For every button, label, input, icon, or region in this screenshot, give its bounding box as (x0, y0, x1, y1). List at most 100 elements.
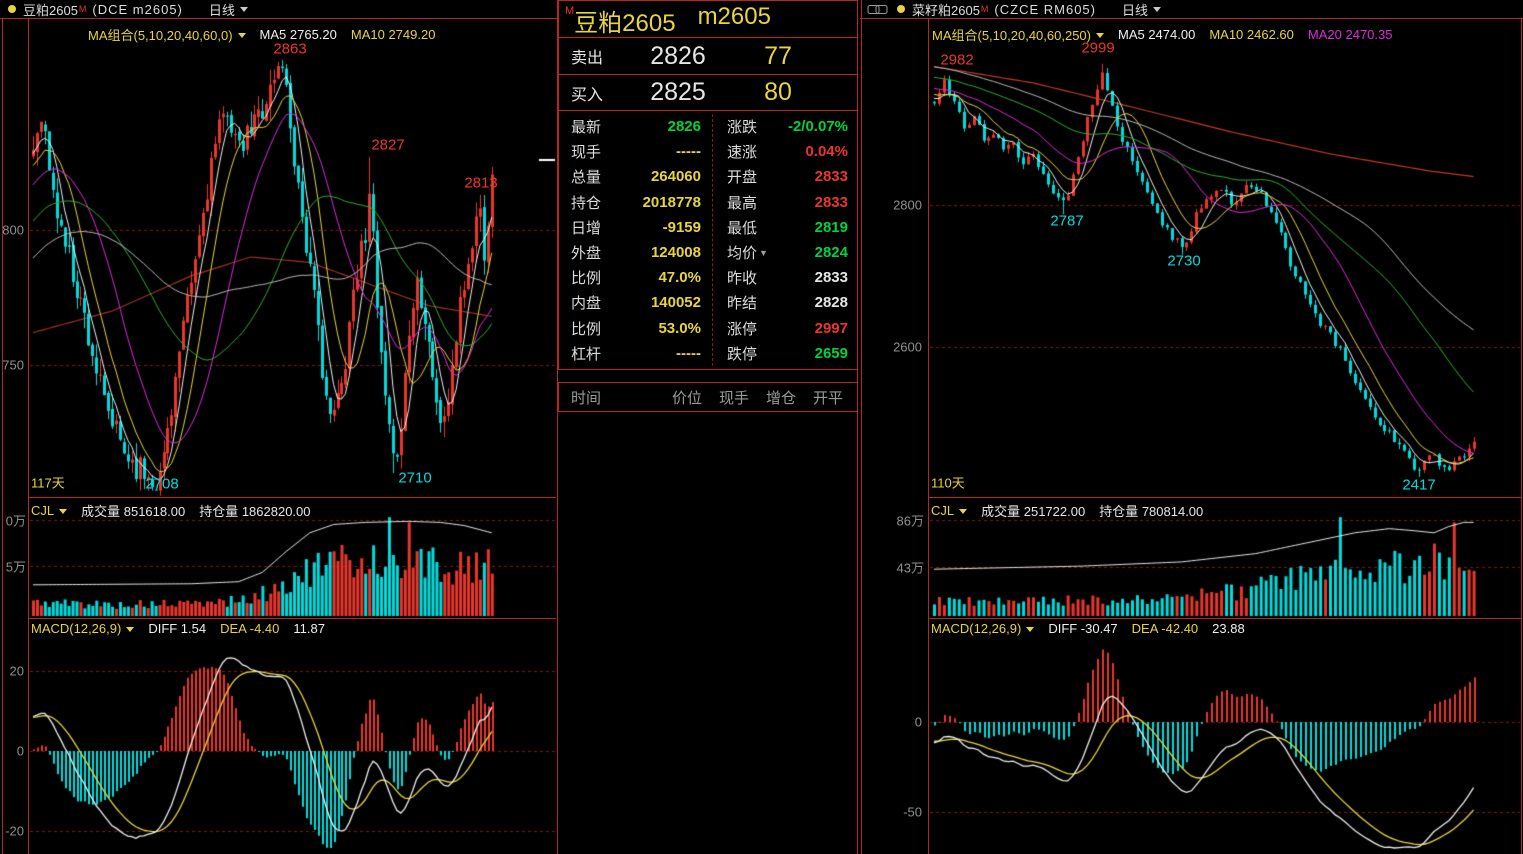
right-ma-row: MA组合(5,10,20,40,60,250) MA5 2474.00 MA10… (932, 25, 1392, 44)
left-volume-header: CJL 成交量 851618.00 持仓量 1862820.00 (31, 501, 311, 520)
open-interest-value: 持仓量 1862820.00 (199, 504, 311, 519)
quote-row: 总量 264060 开盘 2833 (571, 168, 848, 187)
axis-label: 20 (9, 663, 24, 679)
bid-label: 买入 (571, 86, 604, 104)
quote-title: M 豆粕2605 m2605 (558, 0, 858, 38)
tick-col-open-close: 开平 (812, 389, 843, 407)
ma-settings[interactable]: MA组合(5,10,20,40,60,0) (88, 28, 233, 43)
divider (2, 18, 3, 854)
indicator-selector[interactable]: CJL (931, 503, 955, 518)
axis-label: 86万 (896, 513, 924, 529)
chart-annotation: 2730 (1167, 252, 1201, 270)
ask-quantity: 77 (764, 41, 792, 70)
chart-annotation: 117天 (31, 475, 65, 491)
divider (928, 18, 929, 854)
macd-value: 23.88 (1212, 621, 1245, 636)
axis-label: 43万 (896, 560, 924, 576)
divider (557, 0, 558, 854)
right-chart-header: 菜籽粕2605 M (CZCE RM605) 日线 (862, 0, 1522, 18)
axis-label: -20 (5, 823, 24, 839)
macd-diff: DIFF -30.47 (1048, 621, 1118, 636)
chart-annotation: 2982 (940, 51, 974, 69)
chart-annotation: 2710 (398, 469, 432, 487)
left-chart-header: 豆粕2605 M (DCE m2605) 日线 (0, 0, 556, 18)
quote-row: 比例 53.0% 涨停 2997 (571, 319, 848, 338)
divider (860, 18, 1523, 19)
indicator-selector[interactable]: MACD(12,26,9) (931, 621, 1022, 636)
chevron-down-icon[interactable] (959, 508, 968, 518)
bid-row[interactable]: 买入 2825 80 (558, 74, 858, 111)
ma-settings[interactable]: MA组合(5,10,20,40,60,250) (932, 28, 1091, 43)
chevron-down-icon[interactable] (1153, 7, 1162, 16)
bid-price[interactable]: 2825 (650, 78, 706, 106)
ask-price[interactable]: 2826 (650, 41, 706, 70)
quote-row: 持仓 2018778 最高 2833 (571, 193, 848, 212)
bullet-icon (897, 5, 905, 13)
symbol-name: 豆粕2605 (23, 2, 78, 18)
divider (712, 114, 713, 366)
chevron-down-icon[interactable] (1026, 626, 1035, 636)
chart-annotation: 2827 (371, 136, 405, 154)
open-interest-value: 持仓量 780814.00 (1099, 504, 1204, 519)
indicator-selector[interactable]: MACD(12,26,9) (31, 621, 122, 636)
divider (1521, 18, 1522, 854)
divider (0, 18, 557, 19)
quote-grid: 最新 2826 涨跌 -2/0.07% 现手 ----- 速涨 0.04% 总量 264060 开盘… (558, 110, 858, 370)
axis-label: 5万 (5, 559, 26, 575)
ma-value: MA5 2474.00 (1117, 27, 1196, 42)
bid-quantity: 80 (764, 78, 792, 106)
chart-annotation: 2999 (1081, 39, 1115, 57)
tick-list-header: 时间 价位 现手 增仓 开平 (558, 382, 858, 412)
chart-annotation: 110天 (931, 475, 965, 491)
period-selector[interactable]: 日线 (208, 2, 235, 18)
axis-label: -50 (903, 804, 922, 820)
ask-row[interactable]: 卖出 2826 77 (558, 37, 858, 75)
quote-row: 比例 47.0% 昨收 2833 (571, 269, 848, 288)
macd-diff: DIFF 1.54 (148, 621, 207, 636)
chart-annotation: 2813 (464, 174, 498, 192)
tick-col-lots: 现手 (718, 389, 749, 407)
tick-col-time: 时间 (571, 389, 602, 407)
axis-label: 0万 (5, 513, 26, 529)
chevron-down-icon[interactable] (1095, 32, 1104, 42)
tick-col-price: 价位 (671, 389, 702, 407)
divider (29, 497, 556, 498)
axis-label: 800 (2, 222, 24, 238)
left-ma-row: MA组合(5,10,20,40,60,0) MA5 2765.20 MA10 2… (88, 25, 435, 44)
bullet-icon (8, 5, 16, 13)
chevron-down-icon[interactable]: ▼ (759, 247, 768, 258)
chevron-down-icon[interactable] (126, 626, 135, 636)
left-macd-header: MACD(12,26,9) DIFF 1.54 DEA -4.40 11.87 (31, 621, 325, 636)
ask-label: 卖出 (571, 50, 604, 67)
indicator-selector[interactable]: CJL (31, 503, 55, 518)
period-selector[interactable]: 日线 (1122, 2, 1149, 18)
ma-value: MA5 2765.20 (259, 27, 337, 42)
macd-dea: DEA -4.40 (220, 621, 280, 636)
divider (929, 497, 1521, 498)
axis-label: 2600 (893, 339, 922, 355)
main-contract-badge: M (565, 5, 575, 17)
exchange-code: (CZCE RM605) (994, 1, 1096, 17)
quote-row: 外盘 124008 均价 ▼ 2824 (571, 244, 848, 263)
quote-row: 现手 ----- 速涨 0.04% (571, 143, 848, 162)
right-macd-header: MACD(12,26,9) DIFF -30.47 DEA -42.40 23.… (931, 621, 1245, 636)
exchange-code: (DCE m2605) (92, 1, 183, 17)
link-icon[interactable] (867, 3, 889, 16)
right-volume-header: CJL 成交量 251722.00 持仓量 780814.00 (931, 501, 1203, 520)
divider (861, 0, 862, 854)
axis-label: 0 (16, 743, 24, 759)
axis-label: 2800 (893, 197, 922, 213)
chevron-down-icon[interactable] (239, 7, 248, 16)
divider (29, 618, 556, 619)
volume-value: 成交量 851618.00 (81, 504, 186, 519)
chart-annotation: 2863 (273, 40, 307, 58)
ma-value: MA10 2462.60 (1209, 27, 1294, 42)
volume-value: 成交量 251722.00 (981, 504, 1086, 519)
axis-label: 750 (2, 357, 24, 373)
quote-code: m2605 (697, 3, 771, 30)
macd-value: 11.87 (293, 621, 325, 636)
chart-annotation: 2787 (1050, 212, 1084, 230)
chevron-down-icon[interactable] (59, 508, 68, 518)
chevron-down-icon[interactable] (237, 32, 246, 42)
